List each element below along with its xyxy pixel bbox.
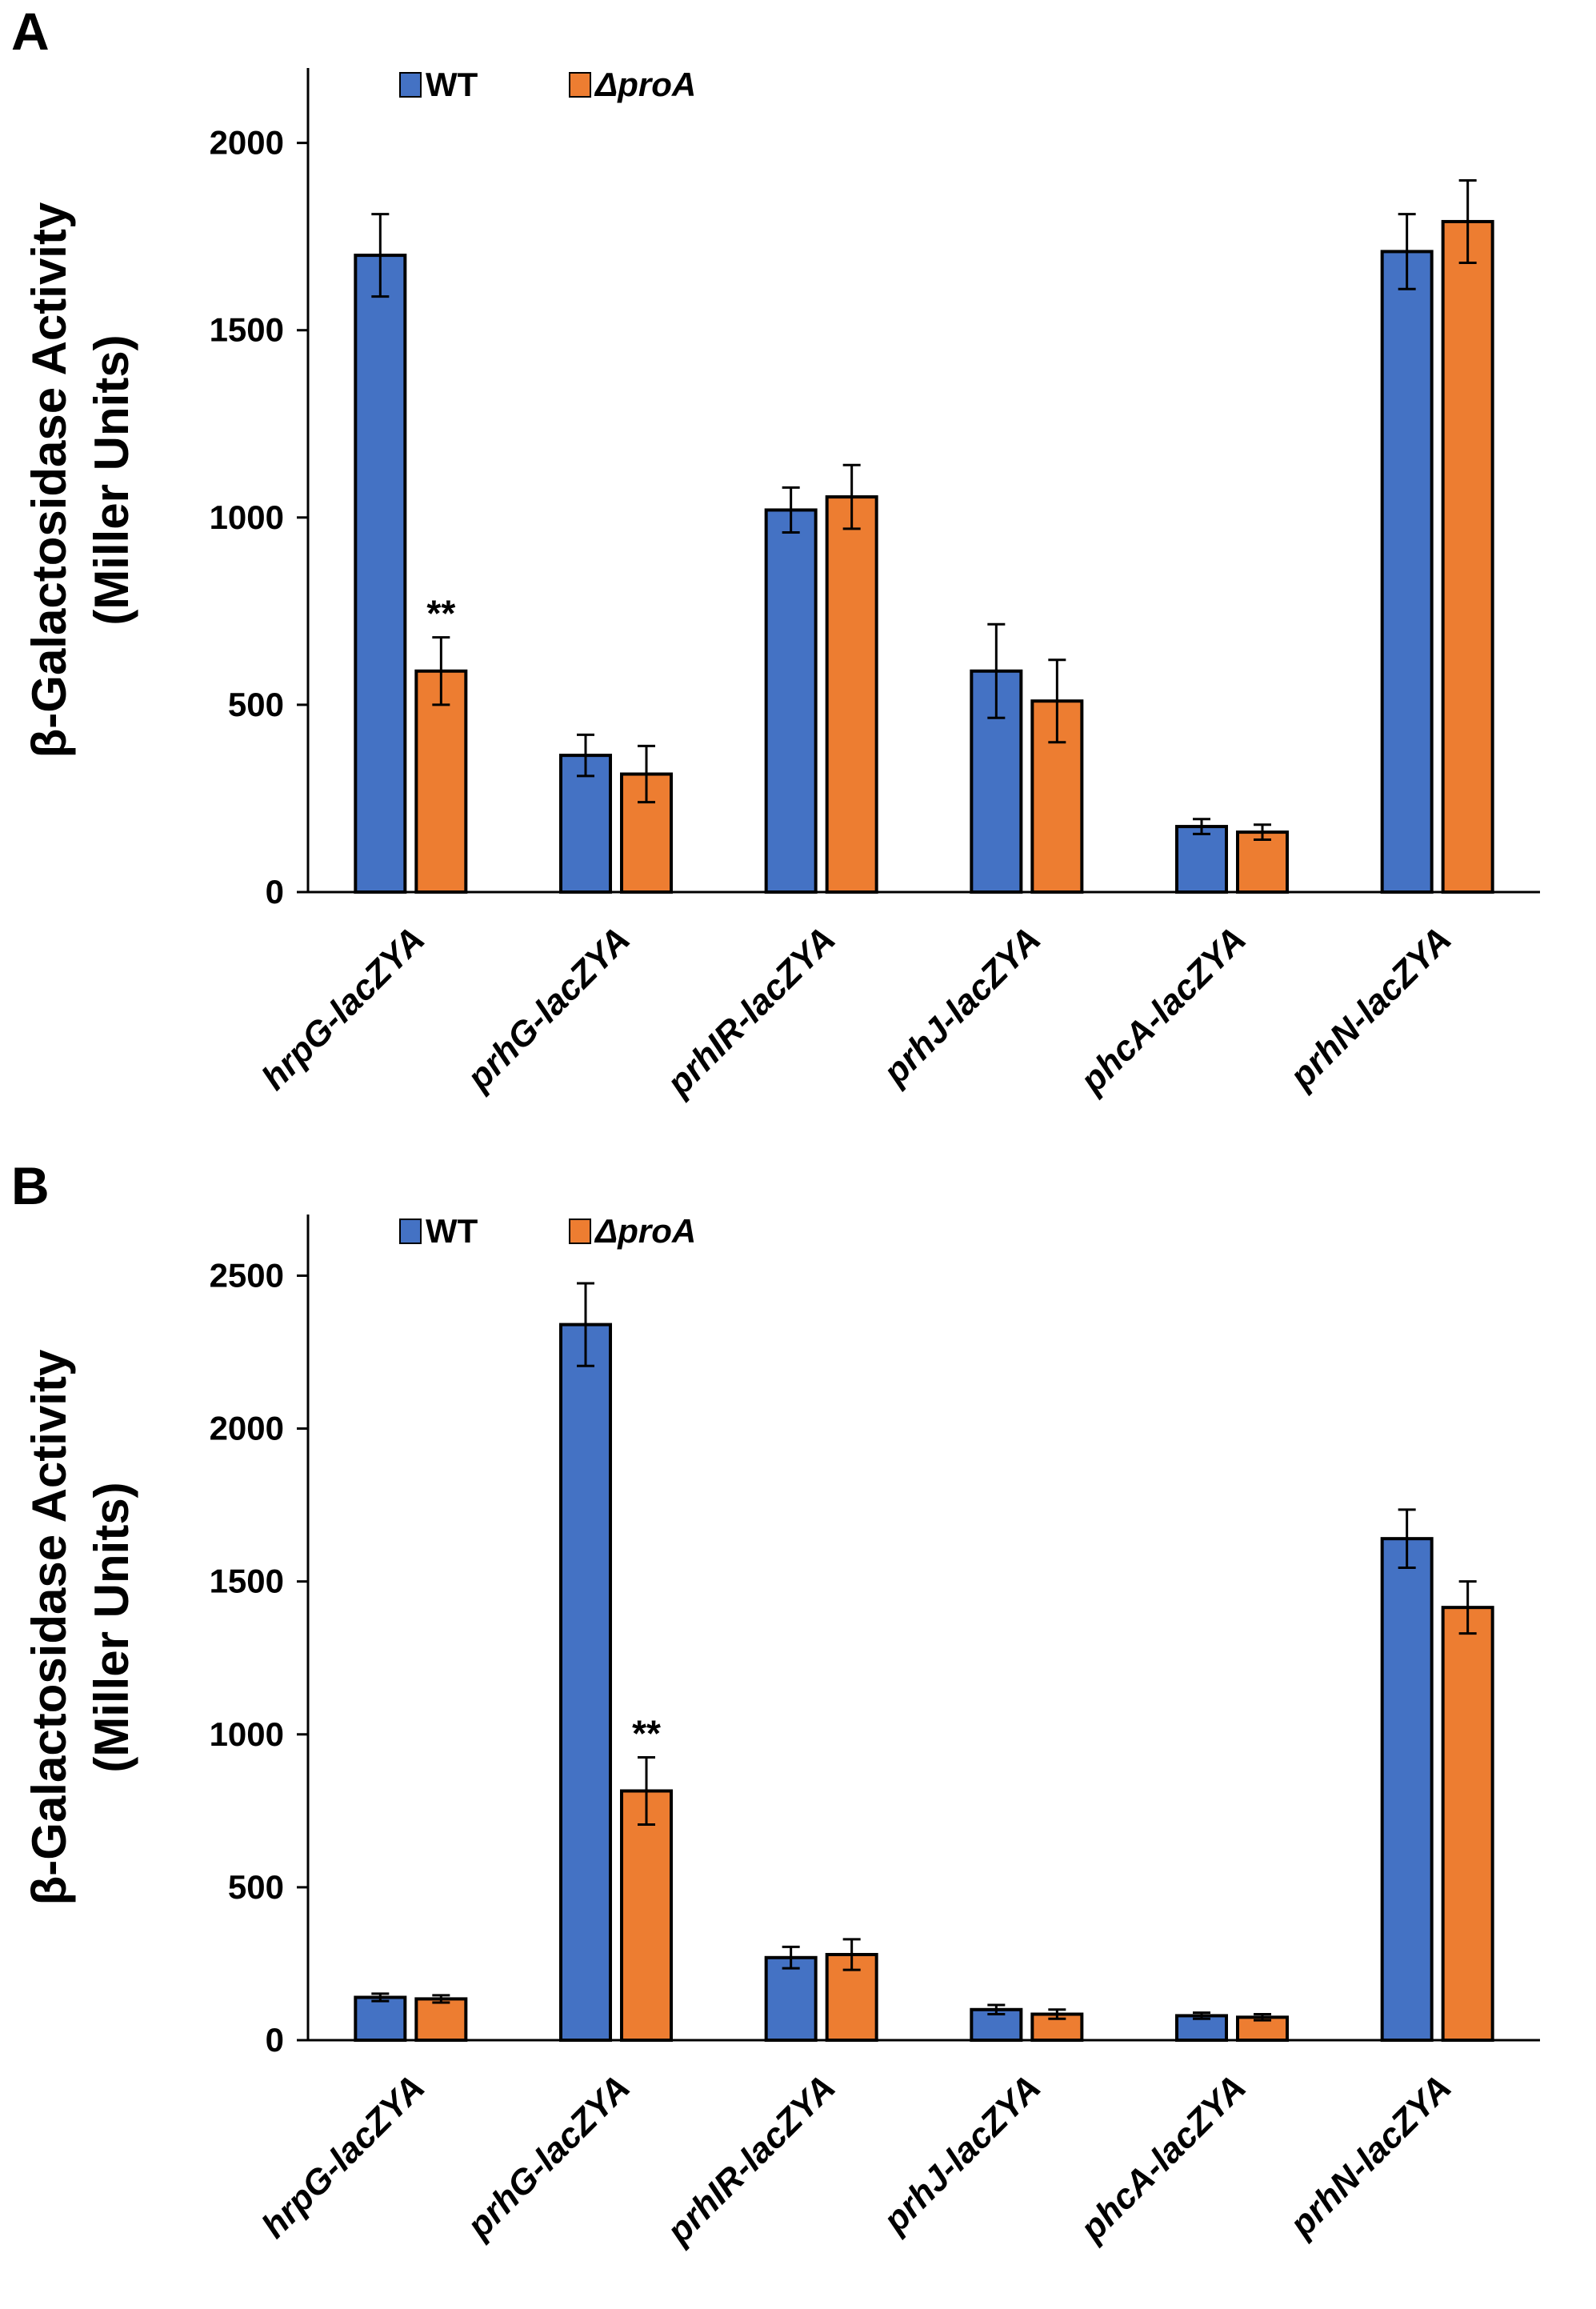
- bar: [559, 1323, 612, 2043]
- y-tick-label: 500: [228, 686, 284, 723]
- chart-a-svg: Aβ-Galactosidase Activity (Miller Units) 0…: [11, 2, 1540, 1104]
- y-tick-label: 0: [266, 873, 284, 910]
- y-tick-label: 0: [266, 2021, 284, 2059]
- legend-label-mutant: ΔproA: [594, 66, 696, 103]
- panel-letter: A: [11, 2, 50, 61]
- x-category-label: hrpG-lacZYA: [254, 2067, 432, 2245]
- bar: [414, 1997, 468, 2043]
- x-category-label: prhN-lacZYA: [1282, 2067, 1458, 2244]
- legend-label-mutant: ΔproA: [594, 1212, 696, 1250]
- chart-b-svg: Bβ-Galactosidase Activity (Miller Units) 0…: [11, 1156, 1540, 2252]
- bar: [1441, 1606, 1494, 2042]
- x-category-label: prhIR-lacZYA: [659, 2067, 843, 2251]
- legend-swatch-wt: [399, 1219, 422, 1244]
- y-tick-label: 1500: [210, 311, 284, 349]
- bar: [764, 1955, 818, 2042]
- x-category-label: prhJ-lacZYA: [875, 2067, 1048, 2240]
- significance-mark: **: [426, 593, 455, 634]
- legend-swatch-mutant: [569, 1219, 591, 1244]
- bar: [1236, 830, 1289, 894]
- y-tick-label: 2000: [210, 1410, 284, 1447]
- y-tick-label: 1500: [210, 1563, 284, 1600]
- y-tick-label: 2500: [210, 1256, 284, 1294]
- x-category-label: prhG-lacZYA: [459, 2067, 638, 2246]
- bar: [1441, 219, 1494, 894]
- y-tick-label: 1000: [210, 1715, 284, 1753]
- significance-mark: **: [632, 1712, 661, 1754]
- panel-letter: B: [11, 1156, 50, 1215]
- bar: [354, 254, 407, 894]
- y-tick-label: 2000: [210, 124, 284, 162]
- legend-label-wt: WT: [426, 66, 478, 103]
- y-axis-title-line1: β-Galactosidase Activity: [22, 202, 76, 758]
- x-category-label: phcA-lacZYA: [1072, 2067, 1254, 2249]
- bar: [354, 1995, 407, 2043]
- x-category-label: prhIR-lacZYA: [659, 919, 843, 1103]
- legend-swatch-wt: [399, 72, 422, 98]
- x-category-label: phcA-lacZYA: [1072, 919, 1254, 1101]
- y-axis-title-line1: β-Galactosidase Activity: [22, 1349, 76, 1905]
- x-category-label: hrpG-lacZYA: [254, 919, 432, 1097]
- y-axis-title-line2: (Miller Units): [85, 1482, 138, 1772]
- y-axis-title-line2: (Miller Units): [85, 334, 138, 625]
- x-category-label: prhG-lacZYA: [459, 919, 638, 1098]
- bar: [825, 495, 878, 894]
- legend-label-wt: WT: [426, 1212, 478, 1250]
- y-tick-label: 1000: [210, 498, 284, 536]
- bar: [1380, 1537, 1434, 2042]
- bar: [620, 772, 673, 894]
- bar: [1175, 825, 1228, 894]
- bar: [620, 1789, 673, 2042]
- bar: [764, 508, 818, 894]
- legend-swatch-mutant: [569, 72, 591, 98]
- x-category-label: prhN-lacZYA: [1282, 919, 1458, 1096]
- bar: [1380, 250, 1434, 894]
- x-category-label: prhJ-lacZYA: [875, 919, 1048, 1092]
- bar: [559, 754, 612, 894]
- y-tick-label: 500: [228, 1868, 284, 1906]
- bar: [414, 669, 468, 894]
